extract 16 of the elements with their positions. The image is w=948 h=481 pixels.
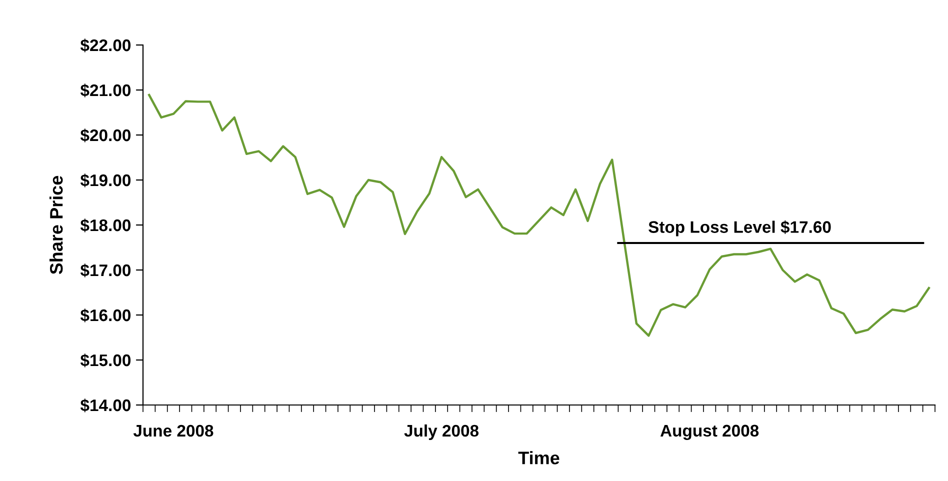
ref-line-label: Stop Loss Level $17.60: [648, 220, 831, 236]
y-tick-label: $19.00: [80, 174, 131, 188]
y-tick-label: $20.00: [80, 128, 131, 142]
x-axis-title: Time: [518, 451, 560, 464]
y-tick-label: $18.00: [80, 218, 131, 232]
line-series: [148, 94, 930, 337]
x-tick-label: June 2008: [133, 424, 214, 437]
y-tick-label: $21.00: [80, 84, 131, 98]
y-axis-title: Share Price: [50, 176, 63, 274]
y-tick-label: $17.00: [80, 264, 131, 278]
y-tick-label: $15.00: [80, 354, 131, 368]
y-tick-label: $14.00: [80, 398, 131, 412]
x-tick-label: August 2008: [660, 424, 759, 440]
y-tick-label: $16.00: [80, 308, 131, 322]
y-tick-label: $22.00: [80, 38, 131, 52]
x-tick-label: July 2008: [404, 424, 479, 440]
